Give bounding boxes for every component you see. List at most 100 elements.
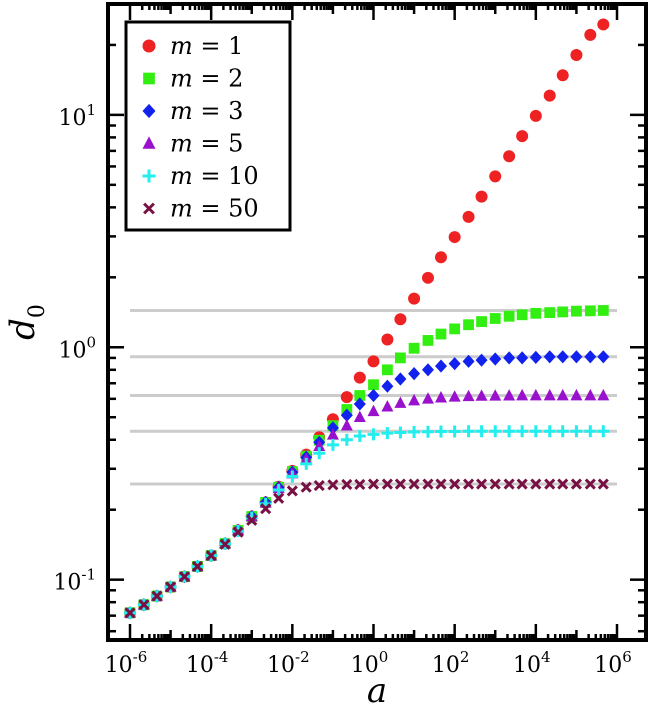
data-point	[191, 560, 204, 572]
data-point	[394, 426, 407, 439]
data-point	[381, 427, 394, 440]
data-point	[340, 433, 353, 446]
data-point	[516, 130, 529, 143]
data-point	[462, 389, 475, 402]
data-point	[463, 319, 474, 331]
data-point	[448, 390, 461, 402]
data-point	[434, 359, 447, 373]
data-point	[313, 480, 325, 492]
series-layer	[124, 18, 610, 620]
y-tick-label: 101	[58, 101, 96, 131]
data-point	[543, 388, 556, 401]
legend-marker	[142, 169, 156, 183]
y-tick-labels: 10-1 100 101	[53, 101, 96, 596]
series-10	[124, 425, 610, 619]
data-point	[448, 425, 461, 438]
data-point	[503, 425, 516, 438]
series-5	[124, 388, 610, 618]
y-axis-label: d0	[3, 304, 50, 340]
data-point	[205, 549, 217, 562]
data-point	[381, 379, 394, 393]
data-point	[367, 388, 380, 403]
legend-item-1: m = 1	[142, 32, 243, 60]
data-point	[151, 590, 163, 602]
data-point	[272, 484, 285, 497]
data-point	[584, 28, 597, 41]
data-point	[475, 353, 488, 367]
legend-box	[124, 20, 292, 232]
legend: m = 1 m = 2 m = 3 m = 5 m = 10 m = 50	[124, 20, 292, 232]
legend-label: m = 1	[170, 32, 243, 60]
legend-marker	[143, 202, 155, 215]
data-point	[530, 478, 542, 490]
data-point	[340, 408, 353, 422]
data-point	[367, 355, 380, 368]
data-point	[584, 305, 596, 317]
data-point	[475, 425, 488, 438]
data-point	[489, 389, 502, 401]
data-point	[556, 350, 569, 364]
data-point	[367, 428, 380, 441]
data-point	[422, 478, 434, 490]
data-point	[597, 18, 610, 31]
data-point	[300, 481, 312, 493]
data-point	[408, 425, 421, 438]
data-point	[354, 390, 366, 401]
data-point	[503, 351, 516, 365]
data-point	[544, 478, 556, 490]
data-point	[313, 439, 326, 452]
data-point	[462, 210, 475, 223]
data-point	[570, 350, 583, 364]
data-point	[313, 447, 326, 460]
data-point	[326, 438, 339, 451]
data-point	[584, 388, 597, 401]
x-axis-label: a	[367, 671, 387, 711]
data-point	[544, 307, 556, 318]
data-point	[503, 310, 515, 322]
legend-label: m = 2	[170, 65, 243, 93]
data-point	[341, 478, 353, 490]
data-point	[489, 313, 501, 324]
data-point	[556, 69, 569, 82]
data-point	[529, 350, 542, 364]
data-point	[353, 410, 366, 423]
legend-item-3: m = 3	[142, 97, 243, 125]
data-point	[489, 478, 501, 490]
data-point	[435, 328, 447, 340]
data-point	[448, 357, 461, 371]
data-point	[434, 251, 447, 264]
data-point	[381, 364, 393, 376]
data-point	[381, 333, 394, 346]
data-point	[475, 190, 488, 203]
data-point	[597, 425, 610, 438]
data-point	[556, 425, 569, 438]
data-point	[489, 170, 502, 183]
data-point	[326, 421, 339, 435]
data-point	[421, 363, 434, 377]
data-point	[557, 478, 569, 490]
y-tick-label: 100	[58, 333, 96, 363]
legend-label: m = 3	[170, 97, 243, 125]
data-point	[570, 48, 583, 61]
data-point	[165, 581, 177, 593]
data-point	[530, 307, 542, 319]
data-point	[408, 393, 421, 406]
legend-item-5: m = 5	[142, 130, 243, 158]
data-point	[421, 392, 434, 404]
data-point	[543, 89, 556, 102]
plot-frame	[106, 2, 648, 642]
data-point	[570, 425, 583, 438]
data-point	[408, 367, 421, 381]
data-point	[408, 342, 420, 354]
data-point	[286, 470, 299, 483]
data-point	[353, 397, 366, 411]
data-point	[353, 371, 366, 384]
data-point	[476, 478, 488, 490]
legend-marker	[143, 72, 155, 85]
legend-item-10: m = 10	[142, 162, 259, 190]
data-point	[408, 292, 421, 305]
data-point	[516, 478, 528, 490]
data-point	[246, 514, 258, 526]
data-point	[503, 389, 516, 401]
